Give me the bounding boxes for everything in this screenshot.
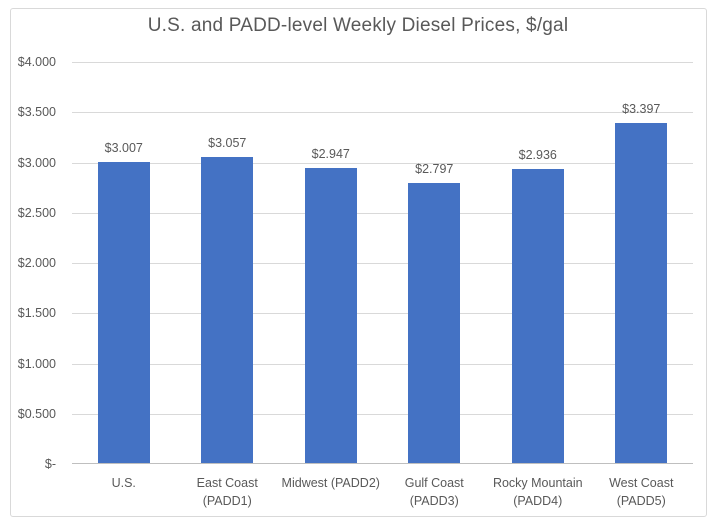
category-label: U.S. (111, 476, 136, 490)
bar-group: $2.936 (486, 62, 590, 464)
y-tick-label: $1.500 (17, 306, 56, 321)
y-tick-label: $2.500 (17, 205, 56, 220)
bar (408, 182, 461, 464)
plot-area: $3.007 $3.057 $2.947 $2.797 $2.936 $3.397 (72, 62, 693, 464)
gridline (72, 363, 693, 365)
y-tick-label: $3.000 (17, 155, 56, 170)
x-axis-line (72, 463, 693, 464)
y-tick-label: $0.500 (17, 406, 56, 421)
y-tick-label: $- (44, 457, 56, 471)
bar (615, 122, 668, 464)
data-label: $2.797 (415, 161, 454, 176)
data-label: $2.936 (518, 147, 557, 162)
data-label: $2.947 (311, 146, 350, 161)
data-label: $3.397 (622, 101, 661, 116)
category-label: West Coast (PADD5) (609, 476, 674, 509)
bar (511, 168, 564, 464)
y-tick-label: $2.000 (17, 256, 56, 270)
gridline (72, 162, 693, 164)
bar-group: $3.397 (590, 62, 694, 464)
bar (201, 156, 254, 464)
y-tick-label: $1.000 (17, 356, 56, 371)
y-tick-label: $4.000 (17, 55, 56, 69)
gridline (72, 263, 693, 264)
gridline (72, 112, 693, 114)
bars-container: $3.007 $3.057 $2.947 $2.797 $2.936 $3.397 (72, 62, 693, 464)
bar (304, 167, 357, 464)
category-label: Midwest (PADD2) (281, 476, 380, 490)
x-axis: U.S. East Coast (PADD1) Midwest (PADD2) Gul… (72, 474, 693, 510)
bar-group: $3.057 (176, 62, 280, 464)
y-axis: $- $0.500 $1.000 $1.500 $2.000 $2.500 $3.000 $3… (10, 55, 56, 471)
gridline (72, 413, 693, 415)
bar-group: $2.797 (383, 62, 487, 464)
category-label: Rocky Mountain (PADD4) (492, 476, 583, 509)
gridline (72, 62, 693, 63)
bar-group: $2.947 (279, 62, 383, 464)
gridline (72, 313, 693, 315)
category-label: East Coast (PADD1) (196, 476, 258, 509)
data-label: $3.057 (208, 135, 247, 150)
bar-group: $3.007 (72, 62, 176, 464)
data-label: $3.007 (104, 140, 143, 155)
gridline (72, 212, 693, 214)
y-tick-label: $3.500 (17, 105, 56, 120)
bar (97, 161, 150, 464)
category-label: Gulf Coast (PADD3) (404, 476, 464, 509)
chart-title: U.S. and PADD-level Weekly Diesel Prices… (147, 15, 569, 36)
